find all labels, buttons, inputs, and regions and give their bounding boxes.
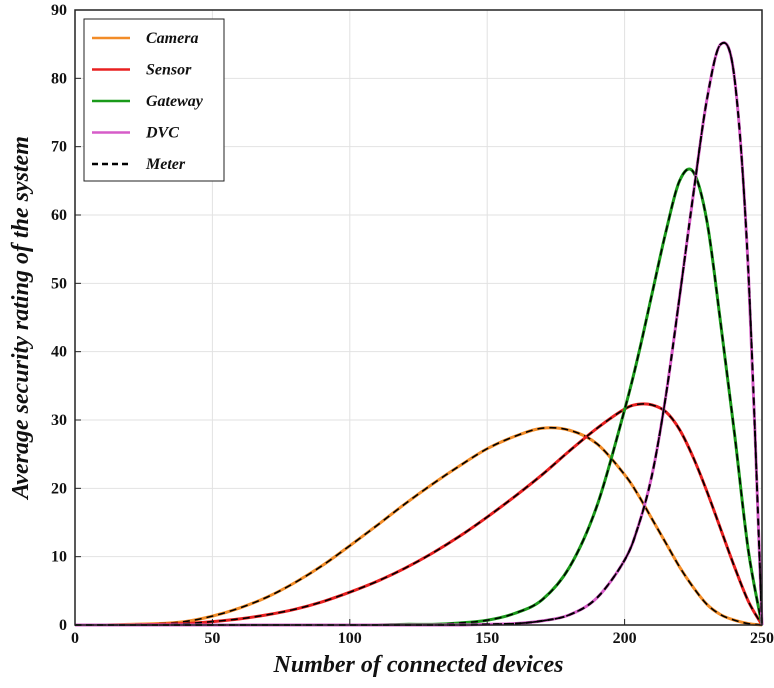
legend-label-meter: Meter (145, 156, 186, 173)
x-tick-label: 150 (475, 630, 499, 647)
y-tick-label: 40 (51, 344, 67, 361)
y-tick-label: 10 (51, 549, 67, 566)
x-tick-label: 100 (338, 630, 362, 647)
legend-label-gateway: Gateway (146, 93, 204, 110)
x-tick-label: 200 (613, 630, 637, 647)
y-axis-title: Average security rating of the system (8, 136, 34, 501)
y-tick-label: 50 (51, 275, 67, 292)
legend-label-dvc: DVC (145, 125, 179, 142)
axis-ticks: 0 50 100 150 200 250 0 10 20 30 40 50 60 70 80 90 (51, 2, 774, 647)
legend-label-camera: Camera (146, 30, 198, 47)
x-tick-label: 250 (750, 630, 774, 647)
y-tick-label: 90 (51, 2, 67, 19)
grid-lines (74, 9, 763, 626)
series-dash-overlay-camera (75, 426, 763, 626)
y-tick-label: 80 (51, 70, 67, 87)
legend-label-sensor: Sensor (146, 62, 192, 79)
x-tick-label: 0 (71, 630, 79, 647)
y-tick-label: 60 (51, 207, 67, 224)
y-tick-label: 30 (51, 412, 67, 429)
y-tick-label: 20 (51, 480, 67, 497)
plot-frame (74, 9, 763, 626)
x-axis-title: Number of connected devices (273, 652, 564, 678)
legend: Camera Sensor Gateway DVC Meter (83, 18, 225, 182)
y-tick-label: 70 (51, 139, 67, 156)
x-tick-label: 50 (204, 630, 220, 647)
y-tick-label: 0 (59, 617, 67, 634)
